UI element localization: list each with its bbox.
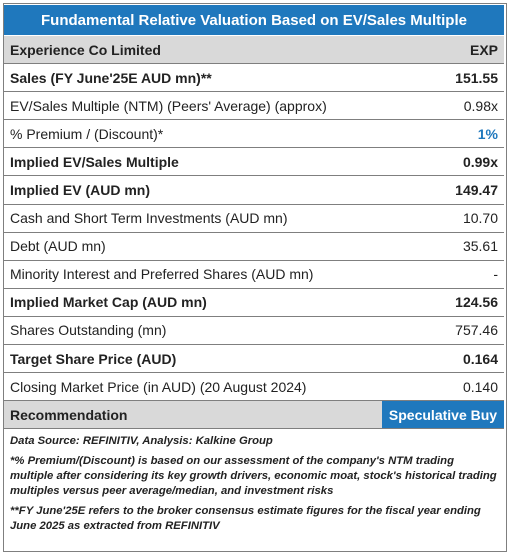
table-row: Debt (AUD mn) 35.61 xyxy=(4,233,504,261)
row-label: Cash and Short Term Investments (AUD mn) xyxy=(10,210,288,227)
row-value: 757.46 xyxy=(455,322,498,339)
row-value: 151.55 xyxy=(455,69,498,86)
ticker: EXP xyxy=(469,41,498,58)
row-label: Shares Outstanding (mn) xyxy=(10,322,167,339)
table-row: Implied Market Cap (AUD mn) 124.56 xyxy=(4,289,504,317)
table-row: Implied EV/Sales Multiple 0.99x xyxy=(4,148,504,177)
row-value: - xyxy=(493,266,498,283)
table-header-row: Experience Co Limited EXP xyxy=(4,36,504,65)
row-value: 0.140 xyxy=(462,378,498,395)
table-row: Sales (FY June'25E AUD mn)** 151.55 xyxy=(4,64,504,93)
row-value: 124.56 xyxy=(455,294,498,311)
company-name: Experience Co Limited xyxy=(10,41,161,58)
table-row: Closing Market Price (in AUD) (20 August… xyxy=(4,373,504,402)
row-value: 10.70 xyxy=(462,210,498,227)
recommendation-label: Recommendation xyxy=(10,406,128,423)
premium-footnote: *% Premium/(Discount) is based on our as… xyxy=(10,455,497,498)
row-label: Minority Interest and Preferred Shares (… xyxy=(10,266,314,283)
row-label: Target Share Price (AUD) xyxy=(10,350,177,367)
row-label: Closing Market Price (in AUD) (20 August… xyxy=(10,378,307,395)
row-value: 0.99x xyxy=(462,153,498,170)
row-value: 1% xyxy=(477,125,498,142)
recommendation-badge: Speculative Buy xyxy=(382,401,504,429)
table-row: EV/Sales Multiple (NTM) (Peers' Average)… xyxy=(4,92,504,121)
row-value: 0.98x xyxy=(463,97,498,114)
data-source-note: Data Source: REFINITIV, Analysis: Kalkin… xyxy=(10,435,273,447)
table-row: Target Share Price (AUD) 0.164 xyxy=(4,345,504,374)
row-label: EV/Sales Multiple (NTM) (Peers' Average)… xyxy=(10,97,327,114)
table-row: Cash and Short Term Investments (AUD mn)… xyxy=(4,205,504,233)
row-label: Implied EV/Sales Multiple xyxy=(10,153,179,170)
row-value: 35.61 xyxy=(462,238,498,255)
table-row: % Premium / (Discount)* 1% xyxy=(4,120,504,149)
row-value: 0.164 xyxy=(462,350,498,367)
row-label: Implied Market Cap (AUD mn) xyxy=(10,294,207,311)
footnotes: Data Source: REFINITIV, Analysis: Kalkin… xyxy=(10,434,500,539)
recommendation-row: Recommendation Speculative Buy xyxy=(4,401,504,430)
row-label: % Premium / (Discount)* xyxy=(10,125,164,142)
table-row: Implied EV (AUD mn) 149.47 xyxy=(4,176,504,205)
table-row: Shares Outstanding (mn) 757.46 xyxy=(4,317,504,346)
row-label: Sales (FY June'25E AUD mn)** xyxy=(10,69,212,86)
valuation-table: Experience Co Limited EXP Sales (FY June… xyxy=(4,36,504,430)
table-row: Minority Interest and Preferred Shares (… xyxy=(4,261,504,289)
row-value: 149.47 xyxy=(455,182,498,199)
valuation-card xyxy=(3,3,507,552)
row-label: Implied EV (AUD mn) xyxy=(10,182,151,199)
row-label: Debt (AUD mn) xyxy=(10,238,106,255)
table-title: Fundamental Relative Valuation Based on … xyxy=(4,5,504,35)
fy-footnote: **FY June'25E refers to the broker conse… xyxy=(10,505,481,533)
